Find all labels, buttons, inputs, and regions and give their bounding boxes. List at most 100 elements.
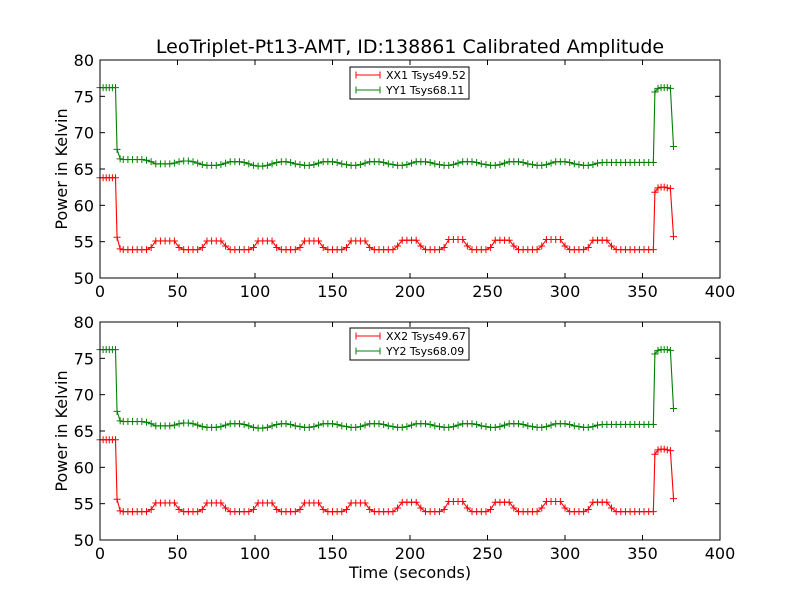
y-tick-label: 65 bbox=[74, 422, 94, 441]
data-point bbox=[649, 158, 657, 166]
data-point bbox=[361, 159, 369, 167]
data-point bbox=[463, 504, 471, 512]
y-tick-label: 70 bbox=[74, 124, 94, 143]
data-point bbox=[663, 346, 671, 354]
data-point bbox=[380, 158, 388, 166]
data-point bbox=[666, 346, 674, 354]
data-point bbox=[491, 423, 499, 431]
data-point bbox=[112, 346, 119, 354]
data-point bbox=[542, 423, 550, 431]
data-point bbox=[249, 423, 257, 431]
data-point bbox=[112, 84, 119, 92]
data-point bbox=[394, 242, 402, 250]
data-point bbox=[412, 236, 420, 244]
data-point bbox=[435, 246, 443, 254]
data-point bbox=[296, 505, 304, 513]
data-point bbox=[547, 421, 555, 429]
data-point bbox=[608, 504, 615, 512]
data-point bbox=[654, 184, 662, 192]
x-tick-label: 300 bbox=[550, 544, 581, 563]
x-tick-label: 150 bbox=[317, 282, 348, 301]
data-point bbox=[651, 350, 659, 358]
data-point bbox=[519, 158, 527, 166]
axes-frame bbox=[99, 321, 721, 541]
y-tick-label: 60 bbox=[74, 196, 94, 215]
data-point bbox=[608, 242, 615, 250]
data-point bbox=[166, 160, 174, 168]
data-point bbox=[580, 246, 588, 254]
data-point bbox=[263, 161, 271, 169]
x-tick-label: 200 bbox=[395, 282, 426, 301]
data-point bbox=[147, 158, 155, 166]
data-point bbox=[666, 447, 674, 455]
data-point bbox=[291, 422, 299, 430]
data-point bbox=[305, 423, 313, 431]
data-point bbox=[113, 233, 121, 241]
data-point bbox=[561, 158, 569, 166]
data-point bbox=[198, 505, 206, 513]
data-point bbox=[580, 508, 588, 516]
data-point bbox=[435, 423, 443, 431]
data-point bbox=[116, 507, 124, 515]
data-point bbox=[408, 159, 416, 167]
data-point bbox=[538, 504, 546, 512]
y-tick-label: 55 bbox=[74, 495, 94, 514]
data-point bbox=[113, 407, 121, 415]
data-point bbox=[222, 504, 230, 512]
data-point bbox=[663, 184, 671, 192]
data-point bbox=[384, 160, 392, 168]
series-green bbox=[96, 84, 677, 170]
data-point bbox=[194, 508, 202, 516]
y-tick-label: 60 bbox=[74, 458, 94, 477]
data-point bbox=[375, 158, 383, 166]
data-point bbox=[417, 504, 425, 512]
data-point bbox=[287, 158, 295, 166]
data-point bbox=[515, 420, 522, 428]
data-point bbox=[170, 237, 178, 245]
data-point bbox=[143, 156, 150, 164]
data-point bbox=[575, 423, 583, 431]
data-point bbox=[538, 242, 546, 250]
data-point bbox=[566, 158, 574, 166]
data-point bbox=[352, 161, 360, 169]
data-point bbox=[440, 243, 448, 251]
data-point bbox=[575, 161, 583, 169]
data-point bbox=[198, 243, 206, 251]
data-point bbox=[670, 233, 677, 241]
data-point bbox=[524, 160, 532, 168]
data-point bbox=[366, 505, 374, 513]
data-point bbox=[524, 422, 532, 430]
data-point bbox=[519, 420, 527, 428]
data-point bbox=[556, 497, 564, 505]
data-point bbox=[389, 246, 397, 254]
data-point bbox=[431, 422, 439, 430]
data-point bbox=[654, 84, 662, 92]
data-point bbox=[487, 243, 495, 251]
y-tick-label: 80 bbox=[74, 51, 94, 70]
data-point bbox=[566, 420, 574, 428]
data-point bbox=[584, 243, 592, 251]
data-point bbox=[398, 161, 406, 169]
chart-title: LeoTriplet-Pt13-AMT, ID:138861 Calibrate… bbox=[156, 36, 664, 58]
data-point bbox=[496, 161, 504, 169]
data-point bbox=[138, 418, 146, 426]
y-tick-label: 65 bbox=[74, 160, 94, 179]
data-point bbox=[482, 161, 490, 169]
legend: XX1 Tsys49.52 YY1 Tsys68.11 bbox=[349, 66, 470, 100]
data-point bbox=[445, 423, 453, 431]
data-point bbox=[147, 243, 155, 251]
x-tick-label: 400 bbox=[705, 544, 736, 563]
data-point bbox=[473, 158, 481, 166]
legend: XX2 Tsys49.67 YY2 Tsys68.09 bbox=[349, 327, 470, 361]
y-axis-label: Power in Kelvin bbox=[52, 370, 71, 491]
data-point bbox=[268, 237, 276, 245]
data-point bbox=[473, 420, 481, 428]
data-point bbox=[380, 420, 388, 428]
data-point bbox=[660, 183, 668, 191]
data-point bbox=[249, 505, 257, 513]
data-point bbox=[342, 505, 350, 513]
data-point bbox=[310, 161, 318, 169]
data-point bbox=[477, 422, 485, 430]
series-red bbox=[96, 174, 677, 254]
data-point bbox=[366, 243, 374, 251]
